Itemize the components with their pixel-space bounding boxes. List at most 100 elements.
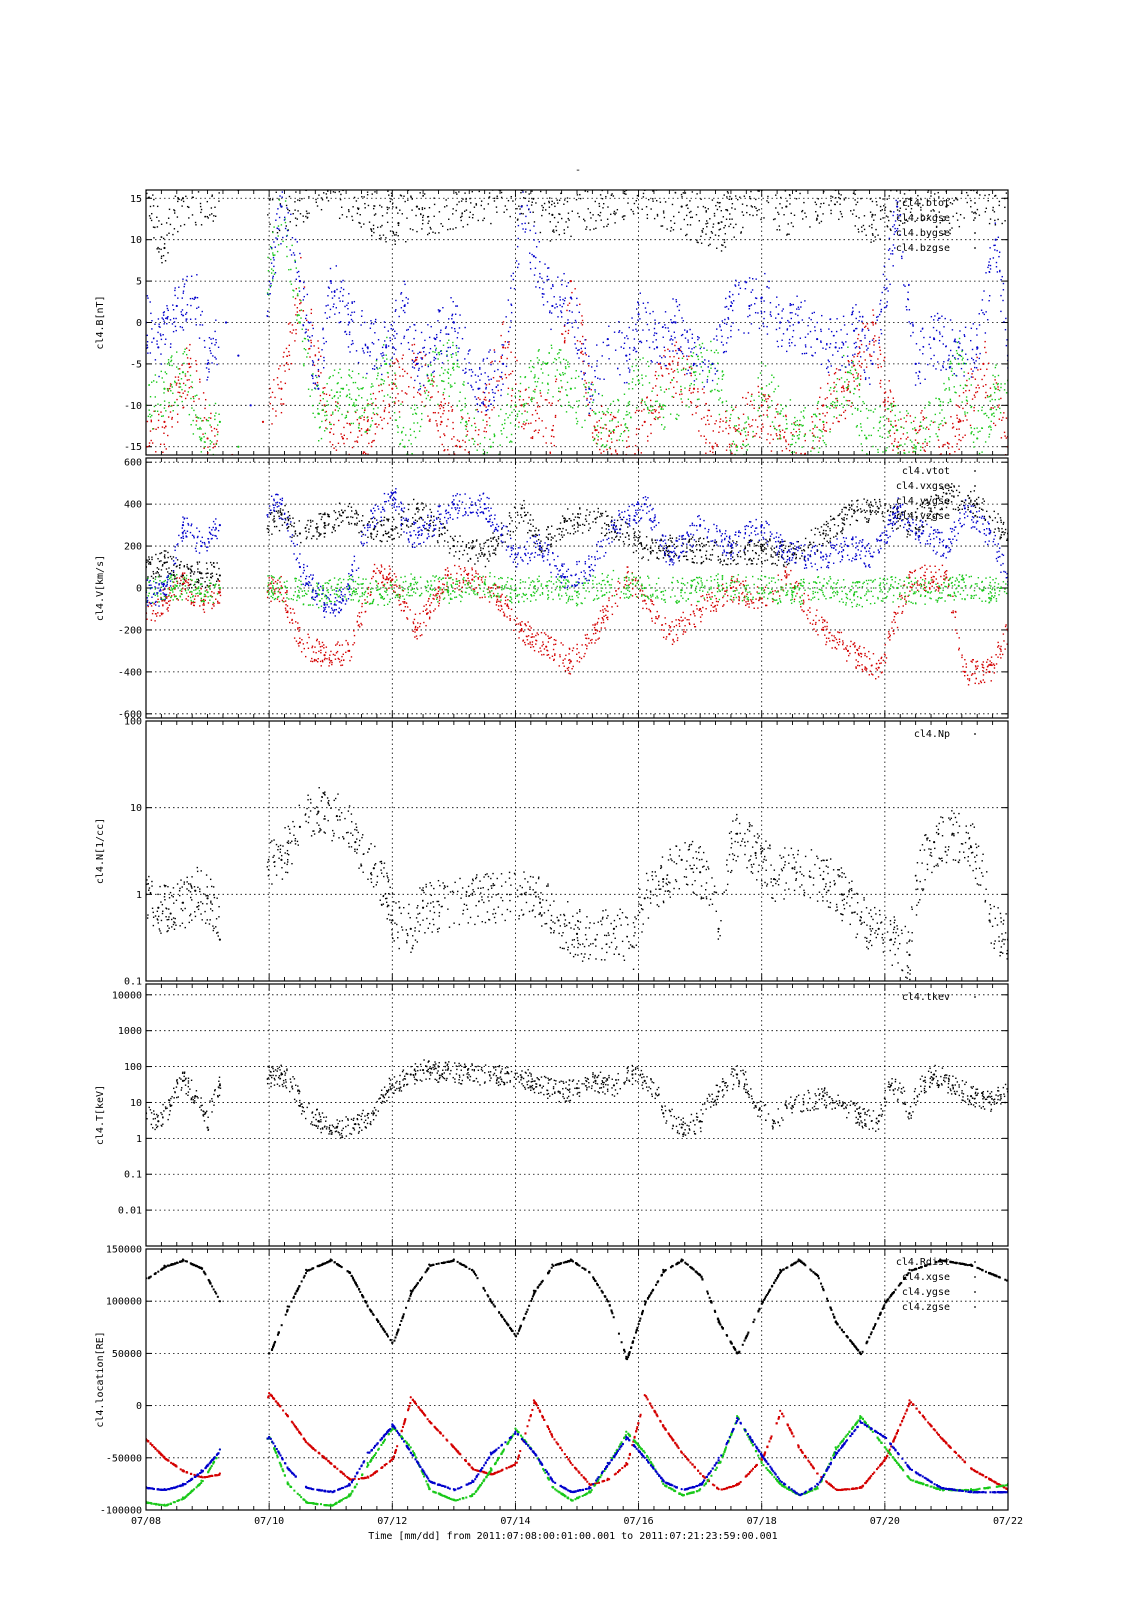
scatter-dot [428,232,430,234]
scatter-dot [567,282,570,284]
scatter-dot [641,398,643,400]
scatter-dot [652,176,653,177]
scatter-dot [596,365,598,367]
scatter-dot [355,404,357,406]
scatter-dot [914,163,915,164]
scatter-dot [690,365,692,368]
scatter-dot [293,254,296,256]
scatter-dot [312,382,315,384]
scatter-dot [456,203,458,206]
scatter-dot [534,388,536,391]
scatter-dot [898,210,901,212]
scatter-dot [537,281,539,283]
scatter-dot [541,214,543,217]
scatter-dot [981,299,984,301]
scatter-dot [208,417,210,419]
scatter-dot [415,413,418,415]
scatter-dot [823,190,825,193]
scatter-dot [958,434,960,436]
scatter-dot [424,354,426,357]
scatter-dot [405,434,407,436]
scatter-dot [626,174,627,175]
scatter-dot [493,197,496,200]
scatter-dot [335,449,338,451]
scatter-dot [634,411,637,414]
scatter-dot [720,341,723,343]
scatter-dot [719,426,721,428]
scatter-dot [158,413,160,416]
scatter-dot [356,440,358,442]
scatter-dot [348,422,351,425]
scatter-dot [538,241,541,243]
scatter-dot [844,176,845,177]
scatter-dot [417,362,419,365]
scatter-dot [176,382,178,384]
scatter-dot [522,228,524,230]
scatter-dot [984,412,987,415]
scatter-dot [757,385,759,388]
scatter-dot [792,434,794,436]
scatter-dot [798,478,799,479]
scatter-dot [593,438,596,441]
scatter-dot [954,358,957,360]
scatter-dot [287,229,289,232]
scatter-dot [851,311,854,314]
scatter-dot [944,443,946,446]
scatter-dot [968,378,971,380]
scatter-dot [207,361,210,364]
scatter-dot [936,477,937,478]
scatter-dot [474,396,476,398]
scatter-dot [558,199,561,201]
scatter-dot [357,436,359,438]
scatter-dot [887,180,888,181]
scatter-dot [938,398,940,400]
scatter-dot [854,368,856,371]
scatter-dot [606,225,608,227]
scatter-dot [394,397,397,399]
scatter-dot [593,411,595,413]
scatter-dot [391,381,393,384]
scatter-dot [690,382,693,385]
scatter-dot [516,219,519,221]
scatter-dot [192,397,195,400]
scatter-dot [303,347,306,350]
scatter-dot [369,327,372,329]
scatter-dot [929,424,931,426]
scatter-dot [363,223,365,225]
scatter-dot [604,414,607,416]
scatter-dot [885,278,888,280]
scatter-dot [337,442,340,445]
scatter-dot [504,422,506,425]
scatter-dot [997,406,999,408]
scatter-dot [325,193,328,195]
scatter-dot [618,439,621,441]
scatter-dot [459,391,461,393]
scatter-dot [926,217,929,220]
scatter-dot [623,418,625,420]
scatter-dot [322,180,323,181]
scatter-dot [854,388,856,390]
scatter-dot [842,354,845,357]
scatter-dot [645,311,648,313]
scatter-dot [890,424,892,426]
scatter-dot [311,324,314,327]
data-point [452,362,455,366]
scatter-dot [413,404,416,406]
scatter-dot [774,388,777,390]
scatter-dot [169,385,172,387]
scatter-dot [800,452,802,455]
scatter-dot [160,257,163,259]
scatter-dot [479,442,482,445]
scatter-dot [518,410,520,412]
scatter-dot [810,183,811,184]
scatter-dot [447,382,450,384]
scatter-dot [205,418,208,421]
scatter-dot [274,271,277,274]
scatter-dot [836,404,838,407]
scatter-dot [909,211,912,213]
scatter-dot [506,357,508,360]
scatter-dot [419,192,421,194]
scatter-dot [919,202,921,205]
scatter-dot [913,447,915,449]
scatter-dot [987,264,990,266]
